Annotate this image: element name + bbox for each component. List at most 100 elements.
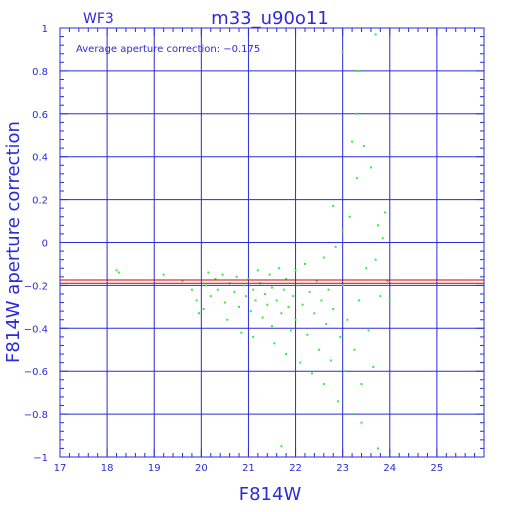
data-point xyxy=(355,177,358,180)
data-point xyxy=(381,237,384,240)
x-tick-label: 25 xyxy=(431,463,444,474)
data-point xyxy=(325,323,328,326)
data-point xyxy=(311,372,314,375)
plot-frame xyxy=(59,27,485,458)
data-point xyxy=(235,275,238,278)
data-point xyxy=(233,290,236,293)
data-point xyxy=(205,284,208,287)
data-point xyxy=(256,269,259,272)
data-point xyxy=(334,245,337,248)
data-point xyxy=(388,299,391,302)
data-point xyxy=(360,383,363,386)
data-point xyxy=(351,413,354,416)
data-point xyxy=(332,307,335,310)
data-point xyxy=(348,215,351,218)
data-point xyxy=(344,370,347,373)
data-point xyxy=(355,112,358,115)
data-point xyxy=(320,299,323,302)
data-point xyxy=(278,267,281,270)
data-point xyxy=(214,277,217,280)
data-point xyxy=(322,256,325,259)
x-tick-label: 21 xyxy=(242,463,255,474)
y-tick-label: −1 xyxy=(33,453,48,464)
data-point xyxy=(360,421,363,424)
data-point xyxy=(268,273,271,276)
data-point xyxy=(362,144,365,147)
data-point xyxy=(221,273,224,276)
y-tick-label: 0.2 xyxy=(32,196,48,207)
data-point xyxy=(223,301,226,304)
data-point xyxy=(303,262,306,265)
y-tick-label: 0 xyxy=(42,239,48,250)
average-correction-annotation: Average aperture correction: −0.175 xyxy=(76,44,260,55)
data-point xyxy=(329,359,332,362)
data-point xyxy=(226,318,229,321)
data-point xyxy=(341,50,344,53)
data-point xyxy=(386,280,389,283)
data-point xyxy=(190,288,193,291)
y-tick-label: −0.6 xyxy=(24,367,48,378)
grid-layer xyxy=(60,28,484,457)
data-point xyxy=(254,299,257,302)
data-point xyxy=(299,361,302,364)
x-tick-label: 22 xyxy=(289,463,302,474)
data-point xyxy=(195,299,198,302)
data-point xyxy=(252,335,255,338)
data-point xyxy=(351,140,354,143)
data-point xyxy=(353,348,356,351)
data-point xyxy=(117,271,120,274)
x-tick-label: 17 xyxy=(54,463,67,474)
x-tick-label: 18 xyxy=(101,463,114,474)
data-point xyxy=(332,205,335,208)
y-tick-label: 0.6 xyxy=(32,110,48,121)
data-point xyxy=(336,400,339,403)
ticks-layer xyxy=(59,27,485,458)
x-tick-label: 23 xyxy=(336,463,349,474)
data-point xyxy=(273,342,276,345)
y-tick-label: 0.4 xyxy=(32,153,48,164)
data-point xyxy=(355,69,358,72)
data-point xyxy=(365,267,368,270)
x-tick-label: 24 xyxy=(383,463,396,474)
data-point xyxy=(202,307,205,310)
data-point xyxy=(374,33,377,36)
data-point xyxy=(372,365,375,368)
reference-lines-layer xyxy=(60,279,484,284)
data-point xyxy=(247,277,250,280)
data-point xyxy=(369,166,372,169)
data-point xyxy=(294,269,297,272)
data-point xyxy=(339,335,342,338)
data-point xyxy=(379,295,382,298)
y-tick-label: 0.8 xyxy=(32,67,48,78)
data-point xyxy=(261,316,264,319)
data-points-layer xyxy=(115,33,391,450)
data-point xyxy=(358,299,361,302)
data-point xyxy=(280,312,283,315)
data-point xyxy=(263,292,266,295)
data-point xyxy=(207,271,210,274)
data-point xyxy=(238,305,241,308)
data-point xyxy=(115,269,118,272)
data-point xyxy=(315,280,318,283)
data-point xyxy=(296,284,299,287)
y-tick-label: −0.2 xyxy=(24,281,48,292)
data-point xyxy=(358,69,361,72)
data-point xyxy=(252,288,255,291)
data-point xyxy=(322,383,325,386)
data-point xyxy=(377,224,379,227)
data-point xyxy=(377,447,379,450)
chart-title: m33_u90o11 xyxy=(211,8,329,29)
data-point xyxy=(301,303,304,306)
data-point xyxy=(249,310,252,313)
data-point xyxy=(245,295,248,298)
data-point xyxy=(280,445,283,448)
data-point xyxy=(294,318,297,321)
data-point xyxy=(313,312,316,315)
data-point xyxy=(181,280,184,283)
data-point xyxy=(197,312,200,315)
x-axis-title: F814W xyxy=(239,484,302,505)
chip-label: WF3 xyxy=(83,11,114,27)
data-point xyxy=(282,288,285,291)
